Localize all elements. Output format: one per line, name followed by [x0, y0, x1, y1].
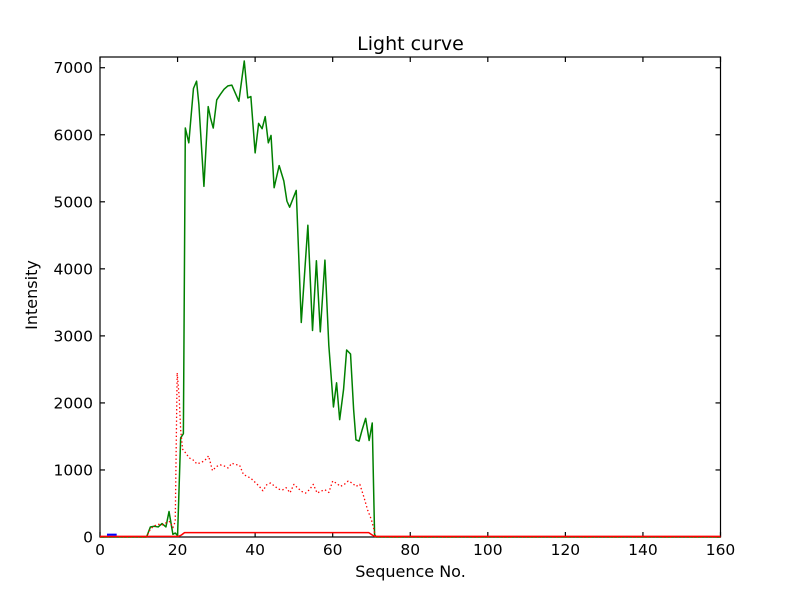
- y-tick-label: 5000: [54, 193, 93, 211]
- x-tick-label: 120: [551, 541, 581, 559]
- x-tick-label: 140: [628, 541, 658, 559]
- series-red-dotted-curve: [100, 372, 721, 538]
- plot-frame: [99, 56, 722, 538]
- y-tick-label: 7000: [54, 59, 93, 77]
- x-axis-label: Sequence No.: [355, 562, 466, 581]
- y-tick-label: 3000: [54, 327, 93, 345]
- y-tick-label: 1000: [54, 461, 93, 479]
- x-tick-label: 60: [323, 541, 343, 559]
- x-tick-label: 40: [245, 541, 265, 559]
- y-tick-label: 4000: [54, 260, 93, 278]
- y-tick-label: 2000: [54, 394, 93, 412]
- chart-title: Light curve: [357, 33, 464, 55]
- x-tick-label: 160: [706, 541, 736, 559]
- x-tick-label: 0: [95, 541, 105, 559]
- series-red-solid-flat-curve: [100, 531, 721, 538]
- x-tick-label: 20: [168, 541, 188, 559]
- x-tick-label: 80: [400, 541, 420, 559]
- x-tick-label: 100: [473, 541, 503, 559]
- y-tick-label: 6000: [54, 126, 93, 144]
- y-tick-label: 0: [83, 529, 93, 547]
- series-green-solid-light-curve: [100, 60, 721, 538]
